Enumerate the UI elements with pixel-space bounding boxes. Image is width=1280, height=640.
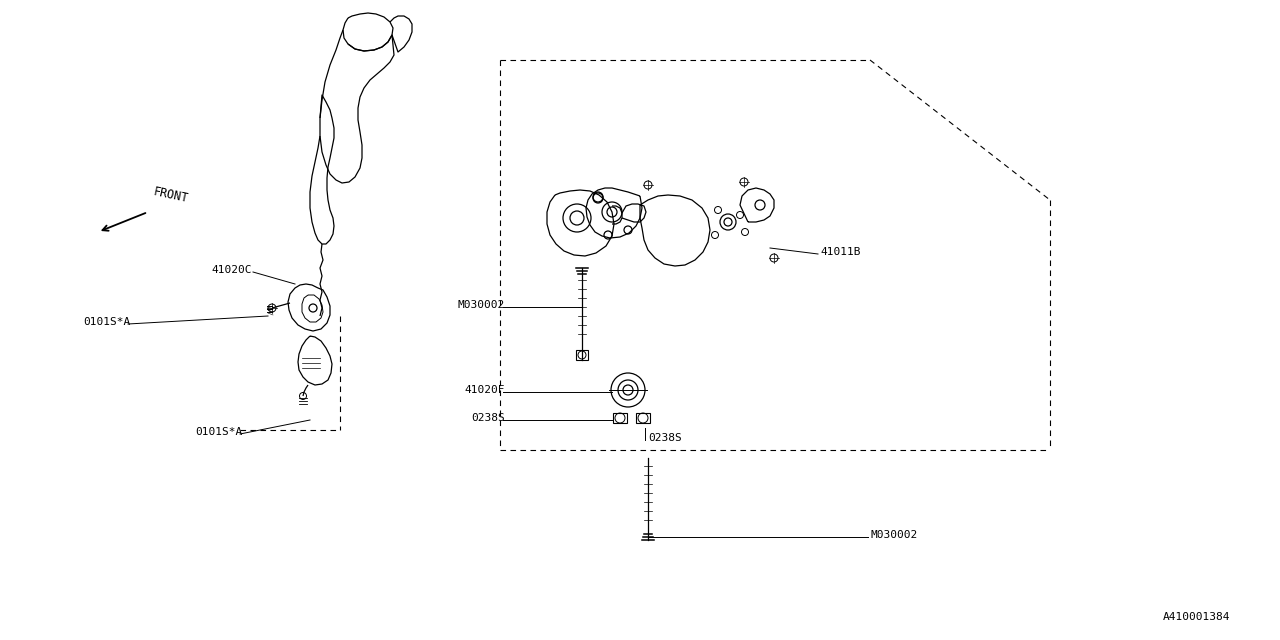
Bar: [613, 413, 627, 423]
Text: M030002: M030002: [870, 530, 918, 540]
Text: 41020F: 41020F: [465, 385, 506, 395]
Text: 0238S: 0238S: [648, 433, 682, 443]
Text: 41020C: 41020C: [211, 265, 252, 275]
Text: 41011B: 41011B: [820, 247, 860, 257]
Text: M030002: M030002: [458, 300, 506, 310]
Text: 0101S*A: 0101S*A: [83, 317, 131, 327]
Text: FRONT: FRONT: [152, 185, 189, 205]
Bar: [576, 350, 588, 360]
Bar: [636, 413, 650, 423]
Text: A410001384: A410001384: [1162, 612, 1230, 622]
Text: 0101S*A: 0101S*A: [195, 427, 242, 437]
Text: 0238S: 0238S: [471, 413, 506, 423]
